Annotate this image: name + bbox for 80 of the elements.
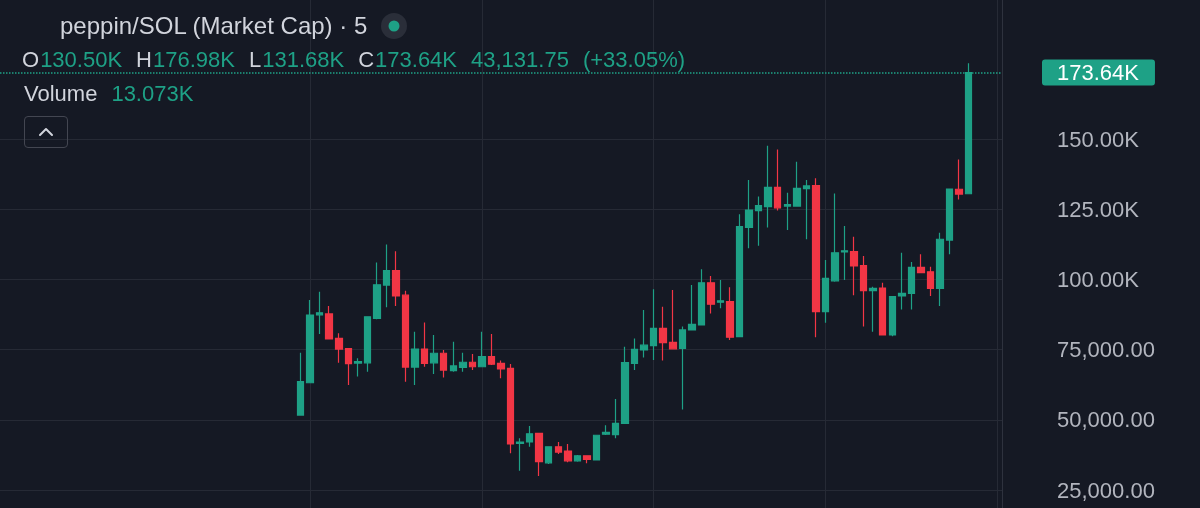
candlestick: [744, 179, 754, 249]
candlestick: [592, 434, 601, 462]
candlestick: [783, 192, 792, 231]
candlestick: [907, 261, 916, 311]
candlestick: [859, 255, 868, 328]
candlestick: [582, 454, 592, 464]
candlestick: [735, 213, 744, 338]
candlestick: [382, 243, 391, 308]
candlestick: [496, 359, 506, 379]
candlestick: [687, 284, 697, 332]
candlestick: [792, 161, 802, 207]
candlestick: [935, 232, 945, 307]
candlestick: [916, 253, 926, 274]
text: peppin/SOL (Market Cap) · 5: [60, 12, 368, 40]
candlestick: [363, 315, 372, 373]
candlestick: [353, 357, 363, 378]
candlestick: [611, 398, 620, 439]
candlestick: [945, 187, 954, 255]
candlestick: [477, 331, 487, 368]
candlestick: [658, 306, 668, 362]
candlestick: [515, 437, 525, 472]
candlestick: [420, 321, 429, 368]
text: O130.50K H176.98K L131.68K C173.64K 43,131.75 (+33.05%): [22, 47, 686, 72]
candlestick: [534, 432, 544, 477]
candlestick: [620, 346, 630, 425]
candlestick: [840, 225, 849, 281]
candlestick: [849, 236, 859, 296]
candlestick: [525, 425, 534, 448]
candlestick: [410, 331, 420, 386]
candlestick: [401, 290, 410, 383]
candlestick: [830, 192, 840, 283]
candlestick: [601, 424, 611, 436]
y-tick-label: 125.00K: [1057, 196, 1140, 222]
candlestick: [439, 349, 448, 379]
candlestick: [305, 299, 315, 384]
candlestick: [763, 145, 773, 229]
candlestick: [888, 295, 897, 337]
candlestick: [487, 333, 496, 366]
candlestick: [649, 288, 658, 361]
candlestick: [926, 266, 935, 297]
candlestick: [697, 268, 706, 327]
candlestick: [544, 445, 553, 465]
candlestick: [334, 332, 344, 364]
candlestick: [573, 454, 582, 463]
candlestick: [344, 347, 353, 386]
annotation: Volume 13.073K: [24, 81, 194, 106]
candlestick: [802, 179, 811, 240]
candlestick: [563, 443, 573, 463]
candlestick: [706, 275, 716, 314]
candlestick: [506, 363, 515, 454]
candlestick: [324, 305, 334, 341]
candlestick: [878, 282, 887, 337]
candlestick: [897, 252, 907, 311]
y-tick-label: 50,000.00: [1057, 407, 1155, 433]
candlestick: [821, 259, 830, 324]
candlestick: [554, 441, 563, 455]
candlestick: [458, 352, 468, 373]
y-tick-label: 25,000.00: [1057, 477, 1155, 503]
candlestick: [811, 177, 821, 338]
candlestick: [678, 325, 687, 411]
y-tick-label: 100.00K: [1057, 266, 1140, 292]
y-tick-label: 150.00K: [1057, 126, 1140, 152]
ref-line-label: 173.64K: [1057, 60, 1140, 86]
candlestick: [468, 353, 477, 371]
candlestick: [716, 279, 725, 309]
candlestick: [754, 195, 763, 247]
candlestick: [954, 158, 964, 200]
candlestick: [773, 148, 782, 212]
candlestick: [296, 352, 305, 417]
candlestick: [449, 341, 458, 373]
candlestick: [391, 250, 401, 307]
candlestick: [639, 309, 649, 359]
y-tick-label: 75,000.00: [1057, 337, 1155, 363]
candlestick: [630, 337, 639, 371]
candlestick: [868, 286, 878, 333]
candlestick: [372, 261, 382, 320]
candlestick: [429, 334, 439, 375]
candlestick: [315, 291, 324, 335]
candlestick: [668, 289, 678, 350]
candlestick: [725, 286, 735, 341]
